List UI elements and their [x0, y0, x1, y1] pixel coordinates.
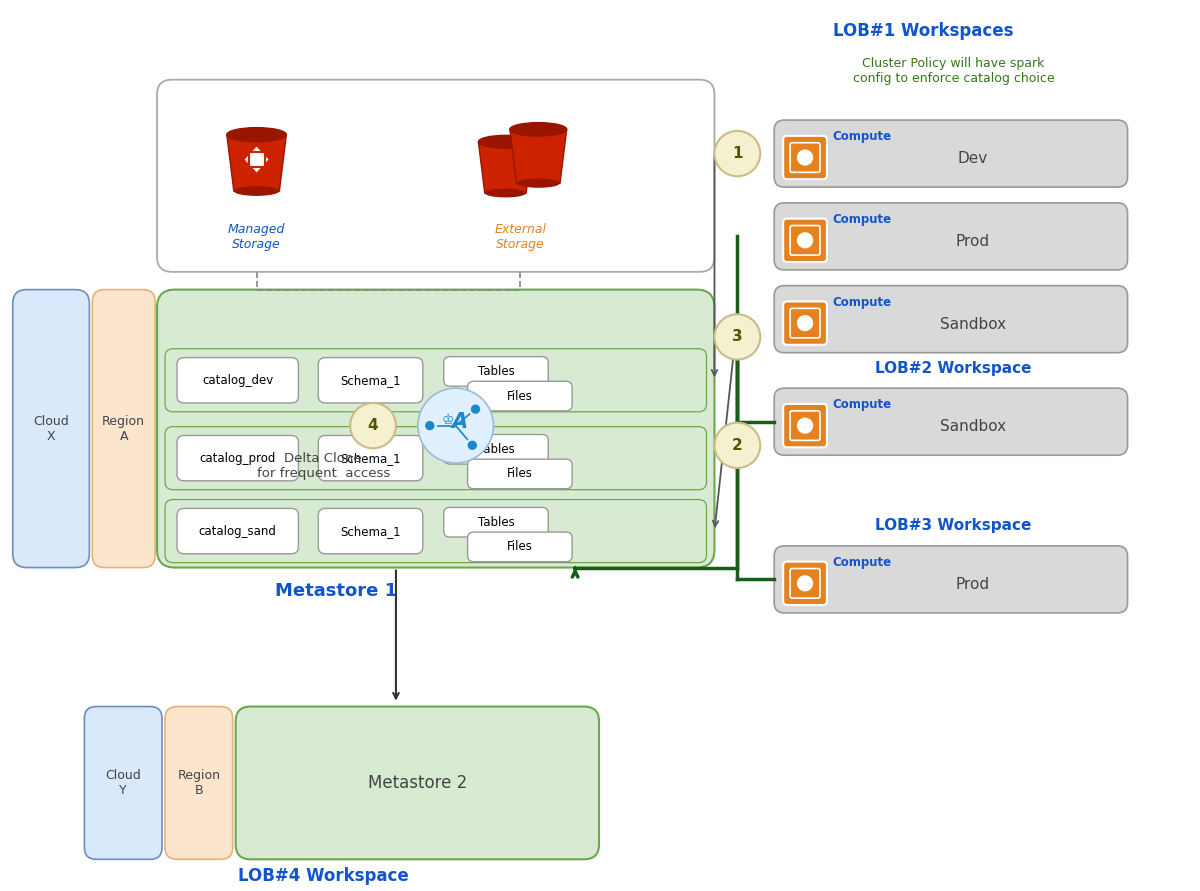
Text: catalog_dev: catalog_dev — [202, 374, 274, 387]
Ellipse shape — [516, 178, 560, 188]
Text: Compute: Compute — [832, 296, 892, 308]
FancyBboxPatch shape — [784, 301, 827, 345]
Circle shape — [350, 403, 396, 448]
FancyBboxPatch shape — [468, 459, 572, 488]
Text: Prod: Prod — [955, 233, 990, 249]
Circle shape — [468, 441, 476, 449]
Circle shape — [798, 576, 812, 591]
FancyBboxPatch shape — [157, 290, 714, 568]
Circle shape — [714, 315, 761, 360]
FancyBboxPatch shape — [468, 532, 572, 561]
Polygon shape — [245, 147, 269, 172]
FancyBboxPatch shape — [774, 388, 1128, 455]
FancyBboxPatch shape — [157, 79, 714, 272]
Text: Schema_1: Schema_1 — [341, 374, 401, 387]
FancyBboxPatch shape — [784, 561, 827, 605]
FancyBboxPatch shape — [784, 135, 827, 179]
Text: LOB#1 Workspaces: LOB#1 Workspaces — [833, 21, 1014, 39]
Text: LOB#4 Workspace: LOB#4 Workspace — [238, 867, 409, 885]
Circle shape — [798, 315, 812, 331]
FancyBboxPatch shape — [235, 707, 599, 859]
FancyBboxPatch shape — [84, 707, 162, 859]
Text: Region
B: Region B — [178, 769, 221, 797]
Circle shape — [472, 405, 480, 413]
FancyBboxPatch shape — [13, 290, 89, 568]
Text: Compute: Compute — [832, 213, 892, 225]
Text: Files: Files — [506, 540, 533, 553]
Text: Tables: Tables — [478, 516, 515, 528]
FancyBboxPatch shape — [166, 348, 707, 412]
Text: LOB#3 Workspace: LOB#3 Workspace — [875, 519, 1032, 534]
FancyBboxPatch shape — [318, 509, 422, 554]
Text: Dev: Dev — [958, 151, 988, 166]
Ellipse shape — [485, 189, 526, 198]
FancyBboxPatch shape — [318, 357, 422, 403]
FancyBboxPatch shape — [166, 500, 707, 562]
Text: Compute: Compute — [832, 556, 892, 568]
Text: External
Storage: External Storage — [494, 223, 546, 250]
FancyBboxPatch shape — [774, 203, 1128, 270]
Text: LOB#2 Workspace: LOB#2 Workspace — [875, 361, 1032, 376]
Text: A: A — [451, 412, 468, 431]
Text: Sandbox: Sandbox — [940, 419, 1006, 434]
FancyBboxPatch shape — [784, 404, 827, 447]
Text: 1: 1 — [732, 146, 743, 161]
FancyBboxPatch shape — [774, 286, 1128, 353]
FancyBboxPatch shape — [774, 546, 1128, 613]
Text: ♔: ♔ — [442, 413, 454, 427]
FancyBboxPatch shape — [166, 707, 233, 859]
Text: Managed
Storage: Managed Storage — [228, 223, 286, 250]
Text: Schema_1: Schema_1 — [341, 525, 401, 537]
Text: Files: Files — [506, 389, 533, 403]
Text: Files: Files — [506, 468, 533, 480]
FancyBboxPatch shape — [248, 151, 264, 168]
Text: Cloud
X: Cloud X — [34, 414, 68, 443]
FancyBboxPatch shape — [774, 120, 1128, 187]
Text: Schema_1: Schema_1 — [341, 452, 401, 464]
Text: Metastore 1: Metastore 1 — [275, 583, 397, 601]
Text: Cloud
Y: Cloud Y — [106, 769, 142, 797]
FancyBboxPatch shape — [176, 436, 299, 481]
FancyBboxPatch shape — [166, 427, 707, 490]
Circle shape — [798, 233, 812, 248]
Ellipse shape — [227, 127, 287, 142]
FancyBboxPatch shape — [444, 435, 548, 464]
Text: Sandbox: Sandbox — [940, 316, 1006, 331]
FancyBboxPatch shape — [784, 218, 827, 262]
Circle shape — [714, 422, 761, 468]
FancyBboxPatch shape — [92, 290, 155, 568]
Circle shape — [418, 388, 493, 463]
Text: Prod: Prod — [955, 576, 990, 592]
FancyBboxPatch shape — [176, 357, 299, 403]
Text: Cluster Policy will have spark
config to enforce catalog choice: Cluster Policy will have spark config to… — [852, 57, 1054, 85]
Circle shape — [798, 151, 812, 165]
Circle shape — [426, 421, 433, 429]
Text: Metastore 2: Metastore 2 — [367, 774, 467, 792]
Text: catalog_sand: catalog_sand — [199, 525, 277, 537]
Circle shape — [798, 418, 812, 433]
Polygon shape — [510, 129, 566, 184]
Text: Tables: Tables — [478, 443, 515, 456]
FancyBboxPatch shape — [468, 381, 572, 411]
Ellipse shape — [510, 123, 566, 136]
Text: Delta Clone
for frequent  access: Delta Clone for frequent access — [257, 453, 390, 480]
Text: Region
A: Region A — [102, 414, 145, 443]
Text: Compute: Compute — [832, 398, 892, 411]
Polygon shape — [479, 142, 533, 193]
Ellipse shape — [234, 186, 280, 196]
Ellipse shape — [479, 135, 533, 148]
Circle shape — [714, 131, 761, 176]
FancyBboxPatch shape — [318, 436, 422, 481]
Polygon shape — [227, 135, 287, 191]
FancyBboxPatch shape — [176, 509, 299, 554]
FancyBboxPatch shape — [444, 356, 548, 386]
Text: Tables: Tables — [478, 365, 515, 378]
FancyBboxPatch shape — [444, 508, 548, 537]
Text: Compute: Compute — [832, 130, 892, 143]
Text: 4: 4 — [367, 418, 378, 433]
Text: 2: 2 — [732, 437, 743, 453]
Text: 3: 3 — [732, 330, 743, 345]
Text: catalog_prod: catalog_prod — [199, 452, 276, 464]
